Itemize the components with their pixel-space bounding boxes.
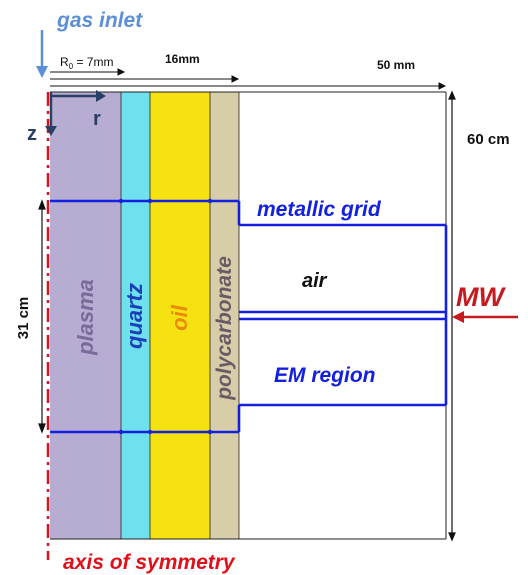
gas-inlet-arrowhead — [36, 66, 48, 78]
mw-arrowhead — [452, 311, 464, 323]
dimension-16mm — [50, 75, 240, 83]
plasma-label: plasma — [73, 279, 98, 356]
metallic-grid-outline — [50, 199, 448, 434]
air-label: air — [302, 270, 328, 292]
r-axis-arrowhead — [96, 90, 106, 102]
dimension-16mm-label: 16mm — [165, 52, 200, 66]
dimension-50mm — [50, 82, 447, 90]
oil-label: oil — [167, 304, 192, 331]
em-region-label: EM region — [274, 364, 376, 387]
dimension-60cm — [448, 90, 456, 542]
grid-junction-dots — [118, 198, 213, 435]
dimension-50mm-label: 50 mm — [377, 58, 415, 72]
mw-label: MW — [456, 282, 506, 312]
gas-inlet-label: gas inlet — [56, 9, 143, 32]
r0-label: R0 = 7mm — [60, 55, 113, 71]
dimension-31cm — [38, 199, 46, 434]
dimension-60cm-label: 60 cm — [467, 131, 510, 148]
dimension-r0 — [50, 68, 126, 76]
metallic-grid-label: metallic grid — [257, 198, 382, 221]
oil-region — [150, 92, 210, 539]
quartz-region — [121, 92, 150, 539]
axis-of-symmetry-label: axis of symmetry — [63, 551, 236, 574]
air-region — [239, 92, 446, 539]
polycarbonate-label: polycarbonate — [213, 256, 236, 401]
layer-separators — [120, 92, 240, 539]
r-axis-label: r — [93, 108, 101, 130]
polycarbonate-region — [210, 92, 239, 539]
z-axis-label: z — [27, 123, 37, 145]
z-axis-arrowhead — [45, 126, 57, 136]
plasma-region — [50, 92, 121, 539]
quartz-label: quartz — [122, 283, 147, 349]
dimension-31cm-label: 31 cm — [15, 297, 32, 340]
